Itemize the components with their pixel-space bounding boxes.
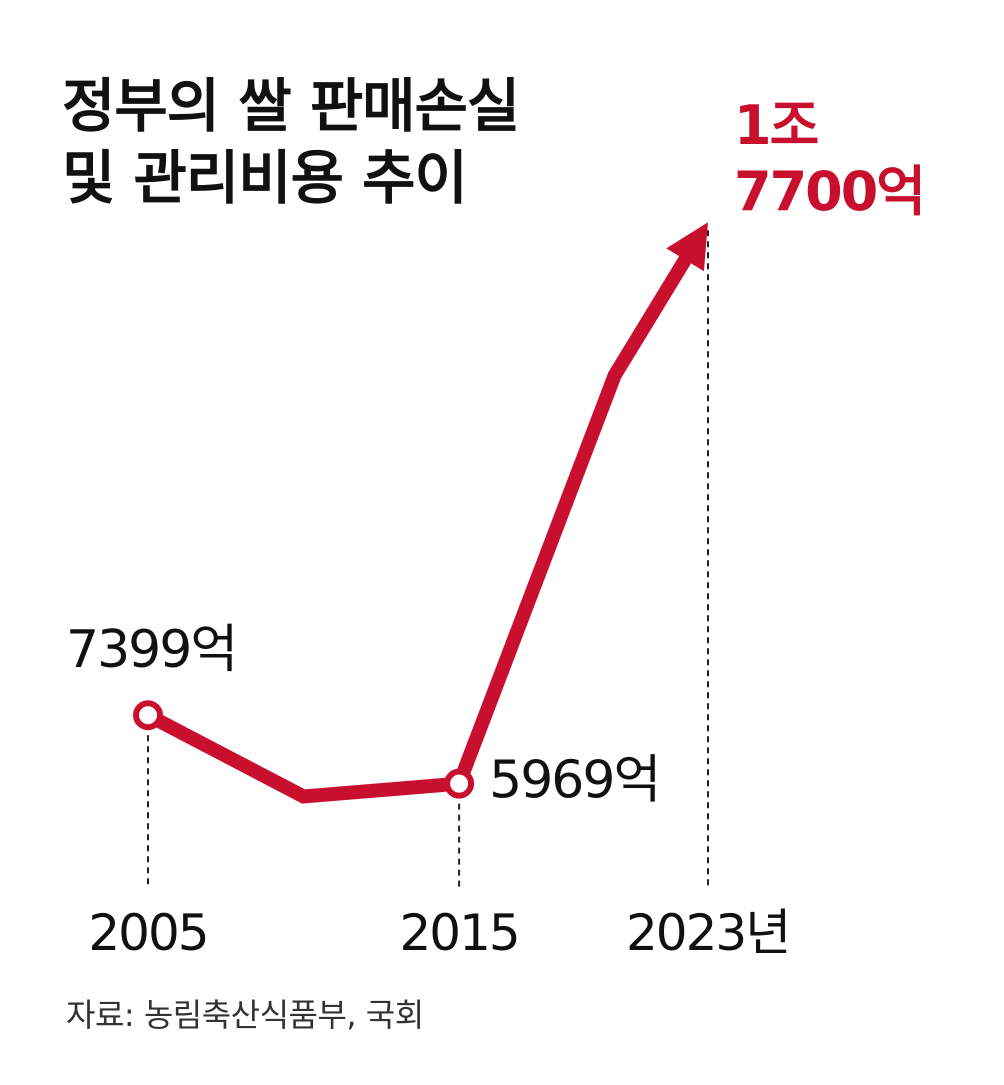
point-marker-2005 — [133, 700, 163, 731]
data-label-2023-line-1: 1조 — [734, 94, 818, 157]
chart-title-line-2: 및 관리비용 추이 — [62, 144, 468, 212]
data-label-2015: 5969억 — [489, 751, 659, 811]
data-label-2023-line-2: 7700억 — [734, 160, 924, 223]
source-note: 자료: 농림축산식품부, 국회 — [66, 996, 424, 1034]
x-tick-label-2023: 2023년 — [626, 904, 789, 962]
x-tick-label-2005: 2005 — [88, 904, 207, 962]
series-line — [144, 251, 695, 804]
data-label-2005: 7399억 — [66, 620, 236, 680]
chart-title: 정부의 쌀 판매손실 및 관리비용 추이 — [62, 70, 520, 214]
series-arrowhead — [666, 222, 708, 272]
chart-title-line-1: 정부의 쌀 판매손실 — [62, 72, 520, 140]
point-marker-2015 — [444, 768, 475, 799]
x-tick-label-2015: 2015 — [399, 904, 518, 962]
